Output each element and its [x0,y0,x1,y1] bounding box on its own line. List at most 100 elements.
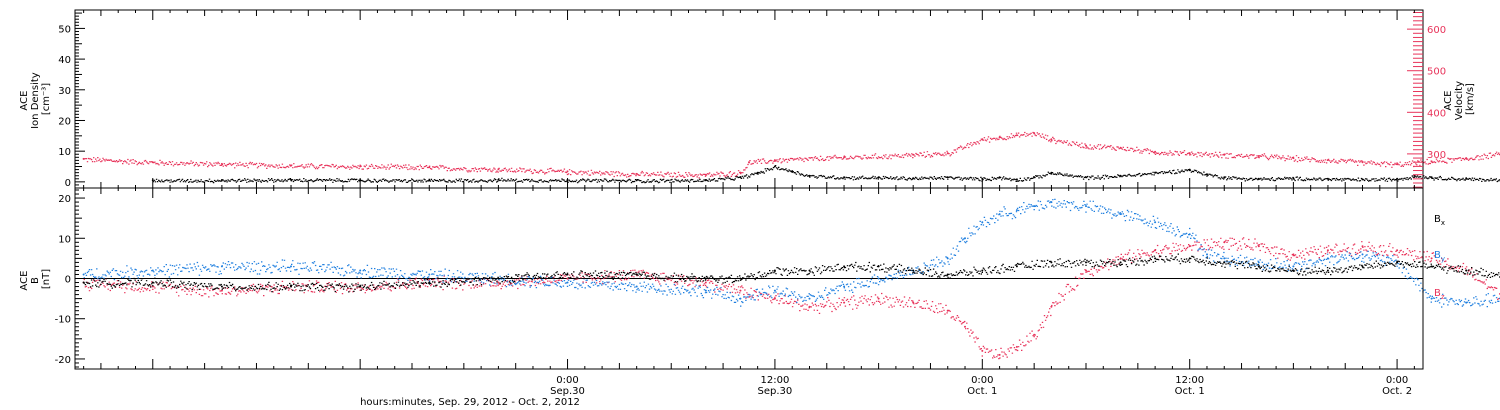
bx-series-point [843,265,846,268]
by-series-point [981,221,984,224]
density-series-point [635,179,638,182]
density-series-point [877,176,880,179]
right-axis-velocity: 300 400 500 600 [1407,11,1446,188]
density-series-point [739,176,742,179]
y-tick-label: 20 [58,194,71,205]
bz-series-point [739,289,742,292]
density-series [152,165,1500,184]
bx-series-point [981,269,984,272]
by-series-point [1361,253,1364,256]
bz-series-point [220,289,223,292]
velocity-series-point [1154,150,1157,153]
bx-series-point [1154,257,1157,260]
density-series-point [1033,176,1036,179]
bz-series-point [773,297,776,300]
bz-series-point [843,301,846,304]
velocity-series-point [998,136,1001,139]
velocity-series-point [1085,144,1087,147]
legend-subscript: x [1441,219,1445,227]
y-tick-label: 20 [58,116,71,127]
bx-series-point [1361,265,1364,268]
bz-series-point [877,297,880,300]
bx-series-point [1223,261,1226,264]
bx-series-point [1119,261,1122,264]
density-series-point [1223,176,1226,179]
bz-series-point [1361,245,1364,248]
velocity-series-point [748,161,750,164]
bz-series-point [1085,269,1087,272]
by-series-point [739,297,742,300]
bx-series-point [946,273,949,276]
legend-item: Bx [1434,214,1445,227]
density-series-point [791,170,794,173]
bx-series-point [1015,265,1018,268]
y-tick-label-right: 500 [1427,67,1446,78]
velocity-series [83,131,1500,179]
y-tick-label-right: 400 [1427,108,1446,119]
y-tick-label: 0 [65,178,71,189]
by-series-point [1085,205,1087,208]
density-series-point [998,176,1001,179]
left-axis-title-line: ACE [19,91,30,111]
bx-series-point [912,269,915,272]
density-series-point [220,179,223,181]
by-series-point [1015,209,1018,212]
y-tick-label: -20 [55,355,71,366]
density-series-point [497,178,500,181]
by-series-point [566,281,569,284]
velocity-series-point [566,170,569,173]
velocity-series-point [981,138,984,141]
density-series-point [1361,178,1364,181]
velocity-series-point [1050,138,1053,141]
left-axis-title-line: Ion Density [30,72,41,129]
left-axis-b-field: -20 -10 0 10 20 [55,189,85,368]
velocity-series-point [704,173,707,176]
by-series-point [998,213,1001,216]
bz-series [83,237,1500,360]
density-series-point [1188,168,1191,171]
left-axis-title-line: [cm⁻³] [41,83,52,115]
velocity-series-point [1119,146,1122,149]
by-series-point [1326,257,1329,260]
by-series-point [704,289,707,292]
bx-series-point [82,281,85,284]
velocity-series-point [1033,132,1036,135]
velocity-series-point [1361,161,1364,164]
velocity-series-point [1292,157,1295,160]
bz-series-point [1033,333,1036,336]
left-axis-title-line: B [30,277,41,284]
by-series-point [359,269,362,272]
bz-series-point [1015,345,1018,348]
bx-series-point [220,285,223,288]
legend-item: Bz [1434,288,1445,301]
x-tick-date: Sep.30 [758,386,793,397]
y-tick-label: 10 [58,147,71,158]
bz-series-point [1119,257,1122,260]
bx-series-point [151,281,154,284]
by-series-point [428,273,431,276]
by-series-point [1050,201,1053,204]
density-series-point [1465,177,1468,180]
velocity-series-point [1430,160,1433,163]
legend-item: By [1434,250,1445,263]
legend-label: B [1434,250,1441,261]
x-tick-date: Sep.30 [550,386,585,397]
velocity-series-point [1396,163,1399,166]
y-tick-label: 40 [58,55,71,66]
x-tick-date: Oct. 1 [1175,386,1205,397]
density-velocity-panel: 0 10 20 30 40 50 300 400 500 600 ACE Ion Density… [19,9,1500,189]
density-series-point [1015,178,1018,181]
bx-series-point [359,285,362,288]
by-series-point [773,289,776,292]
bx-series-point [1257,265,1260,268]
density-series-point [1050,171,1053,174]
y-tick-label: 30 [58,86,71,97]
density-series-point [808,174,811,177]
y-tick-label: 10 [58,234,71,245]
y-tick-label: 0 [65,275,71,286]
velocity-series-point [1223,153,1226,156]
bx-series-point [1326,269,1329,272]
by-series-point [1119,213,1122,216]
